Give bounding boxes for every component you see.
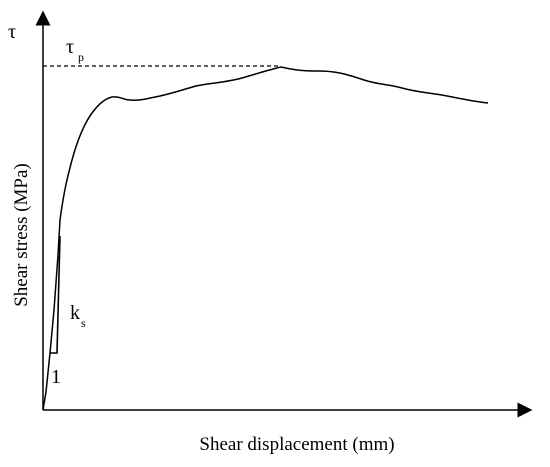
peak-stress-label: τ [66,36,74,58]
y-axis-symbol: τ [8,21,16,43]
shear-stiffness-subscript: s [81,316,86,330]
x-axis-label: Shear displacement (mm) [199,434,394,455]
shear-stiffness-label: k [70,302,80,324]
shear-stress-curve [42,66,489,411]
stiffness-slope-triangle [50,235,61,354]
y-axis-label: Shear stress (MPa) [11,163,32,307]
slope-unit-label: 1 [51,366,61,388]
peak-stress-subscript: p [78,50,84,64]
